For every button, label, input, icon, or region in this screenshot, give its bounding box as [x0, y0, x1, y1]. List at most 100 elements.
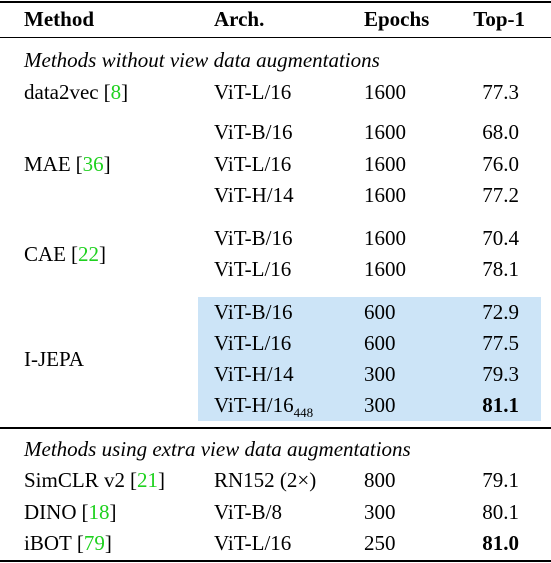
- citation-number: 36: [82, 151, 104, 176]
- top1: 77.3: [482, 80, 519, 104]
- method-name: MAE: [24, 151, 71, 176]
- arch: RN152 (2×): [214, 467, 316, 493]
- top1: 77.5: [482, 331, 519, 355]
- arch: ViT-L/16: [214, 530, 291, 556]
- method-name: iBOT: [24, 531, 72, 555]
- bracket: ]: [109, 500, 117, 524]
- rule: [0, 427, 551, 429]
- highlight: [198, 297, 541, 421]
- method: CAE [22]: [24, 241, 106, 267]
- epochs: 250: [364, 531, 396, 555]
- epochs: 1600: [364, 226, 406, 250]
- arch: ViT-B/16: [214, 225, 292, 251]
- arch-name: ViT-L/16: [214, 152, 292, 176]
- arch-name: ViT-L/16: [214, 531, 292, 555]
- arch: ViT-L/16: [214, 330, 291, 356]
- bracket: [: [103, 80, 111, 104]
- arch-name: ViT-L/16: [214, 331, 292, 355]
- epochs: 1600: [364, 152, 406, 176]
- method-name: SimCLR v2: [24, 468, 125, 492]
- arch: ViT-H/14: [214, 361, 294, 387]
- section-title: Methods using extra view data augmentati…: [24, 437, 411, 461]
- rule: [0, 560, 551, 562]
- method: DINO [18]: [24, 499, 117, 525]
- arch: ViT-L/16: [214, 151, 291, 177]
- top1: 76.0: [482, 152, 519, 176]
- arch: ViT-H/14: [214, 182, 294, 208]
- arch-name: RN152 (2×): [214, 468, 317, 492]
- epochs: 300: [364, 500, 396, 524]
- header-cell: Top-1: [473, 7, 525, 31]
- bracket: [: [76, 531, 84, 555]
- top1: 79.3: [482, 362, 519, 386]
- top1: 81.0: [482, 531, 519, 555]
- rule: [0, 37, 551, 38]
- bracket: [: [81, 500, 89, 524]
- method: SimCLR v2 [21]: [24, 467, 165, 493]
- bracket: [: [71, 241, 78, 266]
- epochs: 300: [364, 393, 396, 417]
- arch-subscript: 448: [293, 405, 314, 421]
- arch-name: ViT-H/14: [214, 362, 294, 386]
- arch-name: ViT-B/8: [214, 500, 282, 524]
- bracket: ]: [157, 468, 165, 492]
- citation: [79]: [77, 531, 112, 555]
- section-title: Methods without view data augmentations: [24, 48, 380, 72]
- epochs: 300: [364, 362, 396, 386]
- method-name: DINO: [24, 500, 77, 524]
- header-cell: Arch.: [214, 7, 265, 31]
- bracket: ]: [121, 80, 129, 104]
- bracket: ]: [104, 531, 112, 555]
- citation: [18]: [82, 500, 117, 524]
- top1: 78.1: [482, 257, 519, 281]
- top1: 79.1: [482, 468, 519, 492]
- top1: 80.1: [482, 500, 519, 524]
- arch-name: ViT-H/14: [214, 183, 294, 207]
- arch-name: ViT-B/16: [214, 300, 293, 324]
- citation-number: 8: [110, 80, 122, 104]
- epochs: 600: [364, 300, 396, 324]
- arch: ViT-B/16: [214, 299, 292, 325]
- arch: ViT-B/8: [214, 499, 282, 525]
- arch-name: ViT-B/16: [214, 120, 293, 144]
- epochs: 1600: [364, 80, 406, 104]
- citation-number: 22: [78, 241, 99, 266]
- citation: [21]: [130, 468, 165, 492]
- arch-name: ViT-L/16: [214, 80, 292, 104]
- citation: [22]: [71, 242, 106, 266]
- arch: ViT-H/16448: [214, 392, 314, 421]
- top1: 77.2: [482, 183, 519, 207]
- top1: 68.0: [482, 120, 519, 144]
- header-cell: Epochs: [364, 7, 430, 31]
- arch-name: ViT-H/16: [214, 393, 294, 417]
- citation: [36]: [76, 152, 111, 176]
- arch-name: ViT-B/16: [214, 226, 293, 250]
- method-name: data2vec: [24, 80, 99, 104]
- bracket: ]: [103, 151, 111, 176]
- method-name: I-JEPA: [24, 346, 84, 371]
- bracket: [: [75, 151, 83, 176]
- method: iBOT [79]: [24, 530, 112, 556]
- top1: 81.1: [482, 393, 519, 417]
- header-cell: Method: [24, 7, 94, 31]
- method-name: CAE: [24, 241, 66, 266]
- epochs: 1600: [364, 120, 406, 144]
- arch: ViT-B/16: [214, 119, 292, 145]
- citation-number: 79: [83, 531, 105, 555]
- method: MAE [36]: [24, 151, 111, 177]
- bracket: [: [129, 468, 137, 492]
- citation-number: 18: [88, 500, 110, 524]
- epochs: 1600: [364, 257, 406, 281]
- citation-number: 21: [136, 468, 158, 492]
- epochs: 800: [364, 468, 396, 492]
- epochs: 600: [364, 331, 396, 355]
- top1: 72.9: [482, 300, 519, 324]
- top1: 70.4: [482, 226, 519, 250]
- method: I-JEPA: [24, 346, 84, 372]
- arch: ViT-L/16: [214, 256, 291, 282]
- method: data2vec [8]: [24, 79, 128, 105]
- bracket: ]: [99, 241, 106, 266]
- epochs: 1600: [364, 183, 406, 207]
- arch: ViT-L/16: [214, 79, 291, 105]
